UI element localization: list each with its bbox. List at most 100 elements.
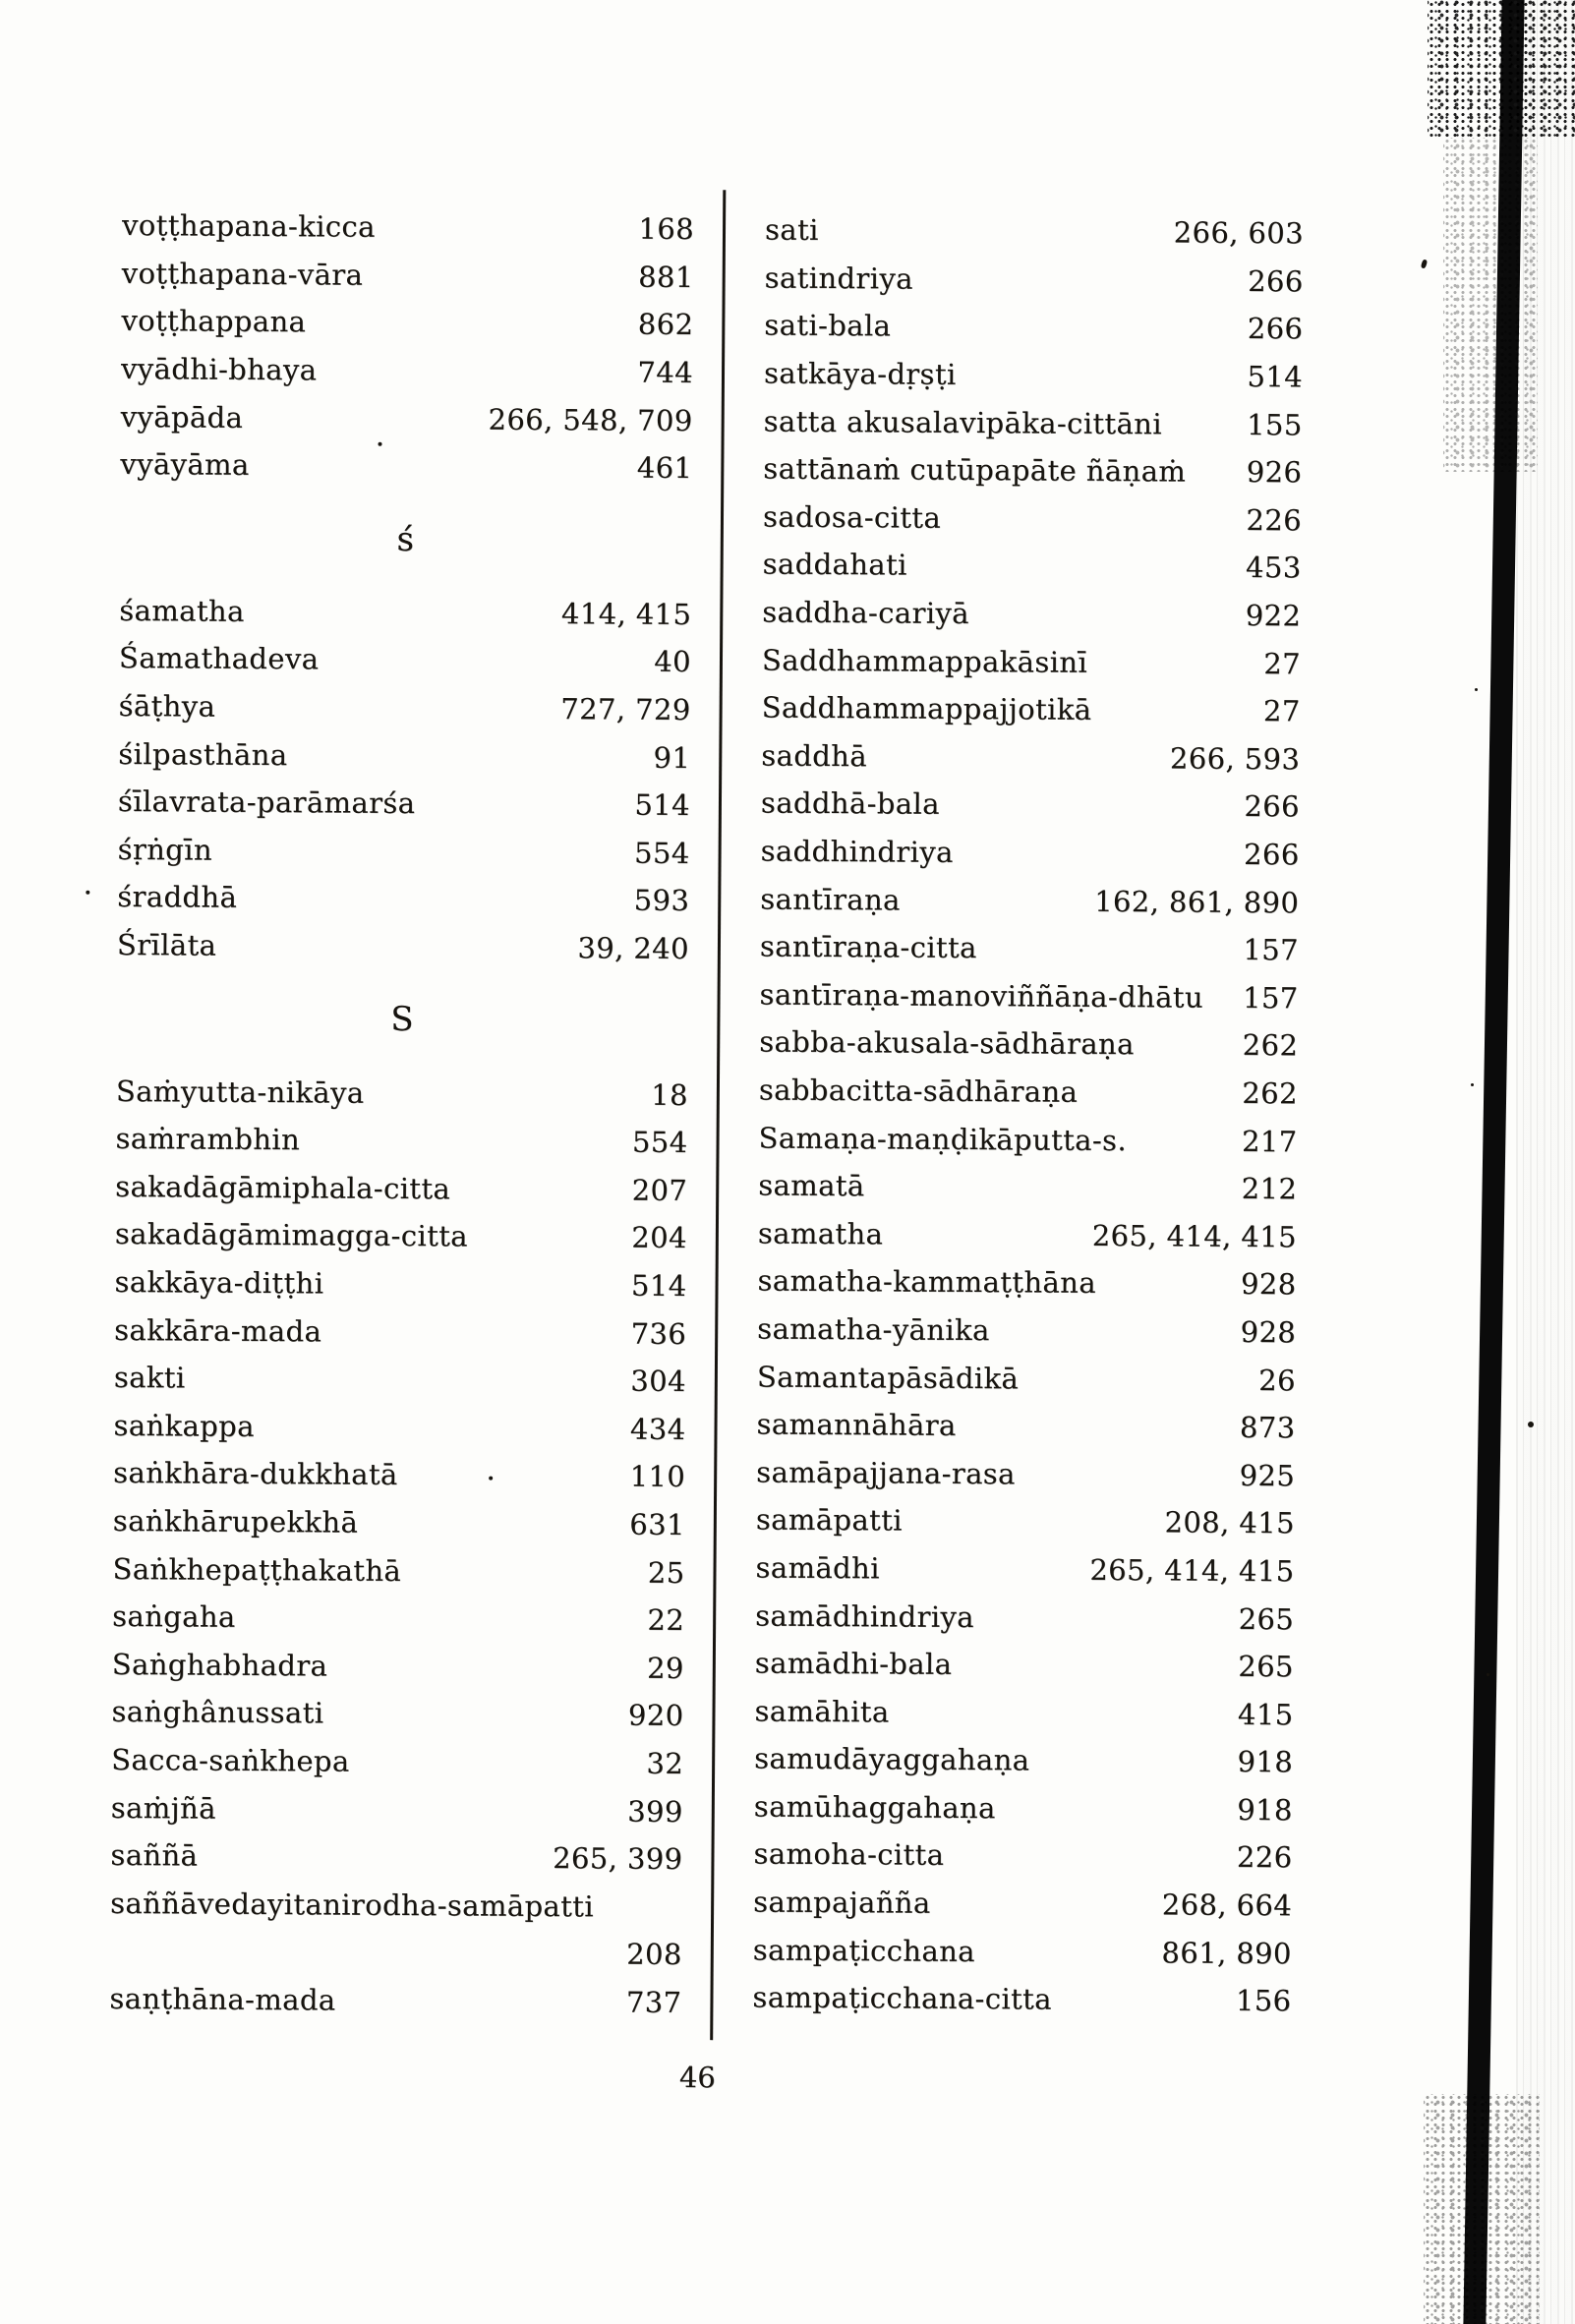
entry-term: satkāya-dṛṣṭi xyxy=(763,356,957,391)
index-entry: samāpatti 208, 415 xyxy=(756,1496,1295,1547)
entry-pages: 554 xyxy=(631,1125,688,1160)
index-entry: saṅkhārupekkhā 631 xyxy=(113,1497,685,1549)
entry-pages: 514 xyxy=(630,1268,687,1303)
entry-term: santīraṇa-citta xyxy=(759,929,977,965)
index-entry: 208 xyxy=(110,1927,682,1979)
entry-pages: 266 xyxy=(1247,312,1304,346)
entry-pages: 266 xyxy=(1244,789,1301,824)
entry-pages: 22 xyxy=(647,1602,685,1638)
index-entry: santīraṇa-citta 157 xyxy=(760,922,1299,973)
speck xyxy=(1487,1673,1489,1676)
entry-term: saddhindriya xyxy=(760,834,954,869)
entry-term: saddahati xyxy=(762,547,907,582)
entry-term: samatha xyxy=(757,1216,884,1251)
index-entry: Sacca-saṅkhepa 32 xyxy=(111,1736,683,1788)
entry-term: santīraṇa-manoviññāṇa-dhātu xyxy=(759,977,1204,1015)
entry-pages: 266, 593 xyxy=(1169,741,1301,777)
entry-pages: 157 xyxy=(1242,980,1299,1016)
index-entry: saṅkappa 434 xyxy=(113,1401,685,1453)
entry-term: samoha-citta xyxy=(753,1836,945,1873)
index-entry: vyādhi-bhaya 744 xyxy=(121,345,693,397)
entry-term: samādhi-bala xyxy=(754,1646,953,1681)
entry-term: Sacca-saṅkhepa xyxy=(111,1742,350,1778)
entry-pages: 29 xyxy=(647,1651,684,1685)
index-entry: sampaṭicchana-citta 156 xyxy=(752,1973,1291,2024)
entry-term: sakkāya-diṭṭhi xyxy=(114,1264,324,1301)
index-entry: satindriya 266 xyxy=(765,254,1304,305)
index-entry: sampaṭicchana 861, 890 xyxy=(753,1926,1292,1977)
index-entry: śīlavrata-parāmarśa 514 xyxy=(118,778,690,830)
entry-term: Saddhammappakāsinī xyxy=(761,643,1088,679)
entry-pages: 434 xyxy=(629,1412,686,1446)
index-entry: śāṭhya 727, 729 xyxy=(118,682,691,734)
entry-term: śamatha xyxy=(119,593,245,628)
index-entry: Śamathadeva 40 xyxy=(119,634,691,686)
entry-pages: 461 xyxy=(636,450,693,486)
entry-pages: 453 xyxy=(1245,551,1302,585)
index-entry: sakkāra-mada 736 xyxy=(114,1306,686,1358)
entry-pages: 861, 890 xyxy=(1161,1936,1292,1970)
entry-term: samāhita xyxy=(754,1694,890,1729)
index-entry: saṁjñā 399 xyxy=(111,1783,683,1835)
column-divider xyxy=(710,190,727,2041)
entry-pages: 212 xyxy=(1241,1172,1298,1206)
entry-pages: 226 xyxy=(1236,1840,1293,1875)
index-entry: saṁrambhin 554 xyxy=(115,1115,687,1167)
entry-term: saṅghânussati xyxy=(111,1695,324,1730)
entry-pages: 27 xyxy=(1263,646,1302,680)
speck xyxy=(1471,1083,1474,1086)
entry-pages: 208 xyxy=(626,1937,682,1972)
entry-pages: 204 xyxy=(631,1220,688,1255)
scan-noise xyxy=(1428,0,1575,138)
section-letter: ś xyxy=(396,519,416,559)
index-entry: sakadāgāmimagga-citta 204 xyxy=(115,1210,687,1262)
entry-term: vyāpāda xyxy=(120,399,244,435)
entry-term: saṅkappa xyxy=(113,1408,256,1443)
section-header: S xyxy=(116,968,689,1071)
index-entry: saddhā-bala 266 xyxy=(761,780,1300,831)
index-entry: samudāyaggahaṇa 918 xyxy=(754,1734,1293,1785)
entry-pages: 25 xyxy=(647,1555,685,1590)
entry-pages: 265 xyxy=(1238,1650,1294,1684)
entry-term: sakadāgāmiphala-citta xyxy=(115,1169,451,1206)
entry-term: voṭṭhappana xyxy=(121,304,307,339)
index-entry: samūhaggahaṇa 918 xyxy=(754,1782,1293,1833)
entry-term: samāpatti xyxy=(755,1502,904,1538)
entry-term: Saṅkhepaṭṭhakathā xyxy=(112,1551,402,1588)
entry-pages: 926 xyxy=(1246,455,1303,490)
entry-term: Saddhammappajjotikā xyxy=(761,690,1092,727)
entry-pages: 266 xyxy=(1248,263,1304,299)
entry-term: Śamathadeva xyxy=(118,641,320,676)
entry-term: samādhindriya xyxy=(755,1598,975,1634)
entry-term: saṇṭhāna-mada xyxy=(109,1981,336,2017)
index-entry: samatha-kammaṭṭhāna 928 xyxy=(757,1257,1296,1308)
index-entry: samāhita 415 xyxy=(754,1687,1293,1738)
index-entry: sadosa-citta 226 xyxy=(763,493,1302,544)
entry-term: santīraṇa xyxy=(760,882,901,917)
index-entry: samannāhāra 873 xyxy=(756,1400,1295,1451)
entry-pages: 744 xyxy=(637,355,694,390)
entry-pages: 918 xyxy=(1237,1745,1294,1779)
index-entry: satta akusalavipāka-cittāni 155 xyxy=(764,397,1303,448)
entry-pages: 265, 414, 415 xyxy=(1091,1218,1298,1254)
entry-pages: 862 xyxy=(637,308,694,342)
entry-term: sampaṭicchana xyxy=(752,1933,976,1968)
index-entry: śilpasthāna 91 xyxy=(118,729,690,782)
entry-term: sampajañña xyxy=(753,1885,931,1920)
entry-term: śṛṅgīn xyxy=(117,832,213,867)
entry-pages: 27 xyxy=(1262,694,1301,728)
entry-term: sakkāra-mada xyxy=(114,1312,322,1348)
entry-term: samudāyaggahaṇa xyxy=(754,1741,1030,1777)
entry-term: Samaṇa-maṇḍikāputta-s. xyxy=(758,1121,1128,1157)
entry-term: samatha-yānika xyxy=(757,1311,990,1348)
index-entry: samatā 212 xyxy=(758,1161,1297,1212)
index-entry: sati 266, 603 xyxy=(765,206,1304,258)
entry-pages: 304 xyxy=(630,1364,686,1399)
entry-term: sati-bala xyxy=(764,309,892,343)
entry-pages: 593 xyxy=(633,884,690,918)
entry-pages: 156 xyxy=(1235,1984,1292,2018)
index-entry: voṭṭhapana-kicca 168 xyxy=(122,202,694,254)
entry-pages: 631 xyxy=(629,1507,685,1541)
entry-term: samatha-kammaṭṭhāna xyxy=(757,1263,1097,1301)
entry-pages: 266 xyxy=(1243,837,1300,872)
